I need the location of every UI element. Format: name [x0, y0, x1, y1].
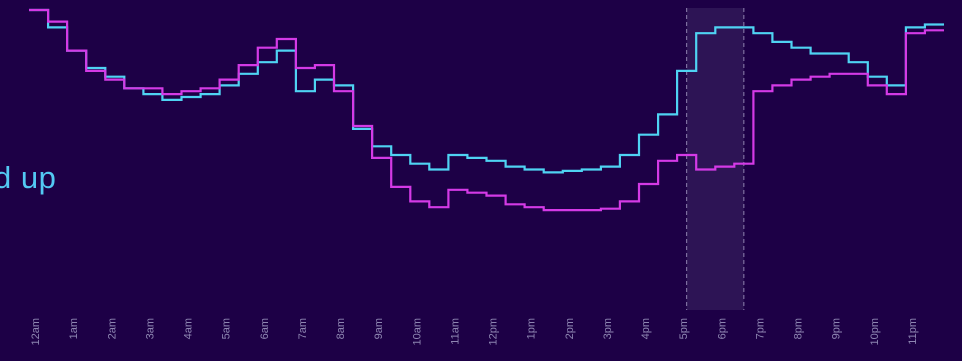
partial-heading: d up [0, 160, 57, 195]
series-line-a [29, 8, 944, 174]
x-tick-label: 8pm [793, 318, 805, 339]
x-tick-label: 11pm [907, 318, 919, 345]
x-tick-label: 1am [68, 318, 80, 339]
x-tick-label: 11am [449, 318, 461, 345]
x-tick-label: 7am [297, 318, 309, 339]
x-tick-label: 3pm [602, 318, 614, 339]
x-tick-label: 2am [106, 318, 118, 339]
x-tick-label: 4am [183, 318, 195, 339]
series-line-b [29, 8, 944, 212]
x-tick-label: 7pm [754, 318, 766, 339]
x-tick-label: 5pm [678, 318, 690, 339]
x-tick-label: 5am [221, 318, 233, 339]
x-tick-label: 4pm [640, 318, 652, 339]
x-tick-label: 10pm [869, 318, 881, 346]
x-tick-label: 12am [30, 318, 42, 346]
x-tick-label: 9pm [831, 318, 843, 339]
x-tick-label: 1pm [526, 318, 538, 339]
x-tick-label: 12pm [488, 318, 500, 346]
x-tick-label: 2pm [564, 318, 576, 339]
x-tick-label: 3am [144, 318, 156, 339]
x-tick-label: 6pm [716, 318, 728, 339]
x-tick-label: 8am [335, 318, 347, 339]
x-tick-label: 6am [259, 318, 271, 339]
x-tick-label: 9am [373, 318, 385, 339]
x-tick-label: 10am [411, 318, 423, 346]
